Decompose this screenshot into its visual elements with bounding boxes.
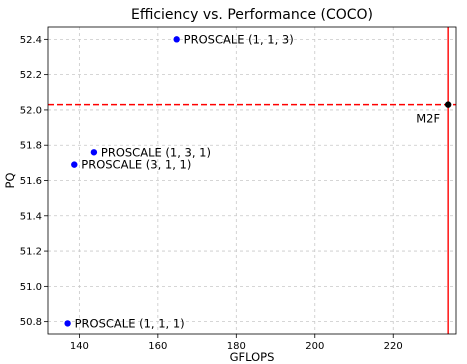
point-label: PROSCALE (1, 1, 1) — [75, 316, 185, 330]
data-point — [71, 161, 78, 168]
x-tick-label: 180 — [227, 341, 246, 352]
y-tick-label: 51.4 — [20, 211, 42, 222]
x-tick-label: 160 — [148, 341, 167, 352]
point-label: M2F — [416, 112, 440, 126]
y-tick-label: 52.0 — [20, 105, 42, 116]
y-tick-label: 51.6 — [20, 176, 42, 187]
x-tick-label: 140 — [70, 341, 89, 352]
point-label: PROSCALE (1, 1, 3) — [184, 32, 294, 46]
reference-lines — [48, 27, 456, 334]
point-label: PROSCALE (3, 1, 1) — [81, 158, 191, 172]
data-point — [444, 101, 452, 108]
y-axis-label: PQ — [3, 173, 17, 189]
y-tick-label: 52.4 — [20, 35, 42, 46]
y-axis-ticks: 50.8 51.0 51.2 51.4 51.6 51.8 52.0 52.2 52.4 — [20, 35, 48, 328]
x-tick-label: 200 — [305, 341, 324, 352]
y-tick-label: 52.2 — [20, 70, 42, 81]
data-points — [64, 36, 452, 327]
x-axis-label: GFLOPS — [230, 350, 275, 364]
data-point — [90, 149, 98, 156]
grid-lines — [48, 27, 456, 334]
point-labels: PROSCALE (1, 1, 3)PROSCALE (1, 3, 1)PROS… — [75, 32, 440, 330]
data-point — [173, 36, 180, 43]
data-point — [64, 320, 71, 327]
y-tick-label: 51.2 — [20, 247, 42, 258]
chart-title: Efficiency vs. Performance (COCO) — [131, 7, 373, 23]
y-tick-label: 51.0 — [20, 282, 42, 293]
point-label: PROSCALE (1, 3, 1) — [101, 145, 211, 159]
x-tick-label: 220 — [384, 341, 403, 352]
y-tick-label: 50.8 — [20, 317, 42, 328]
y-tick-label: 51.8 — [20, 141, 42, 152]
x-axis-ticks: 140 160 180 200 220 — [70, 334, 403, 352]
